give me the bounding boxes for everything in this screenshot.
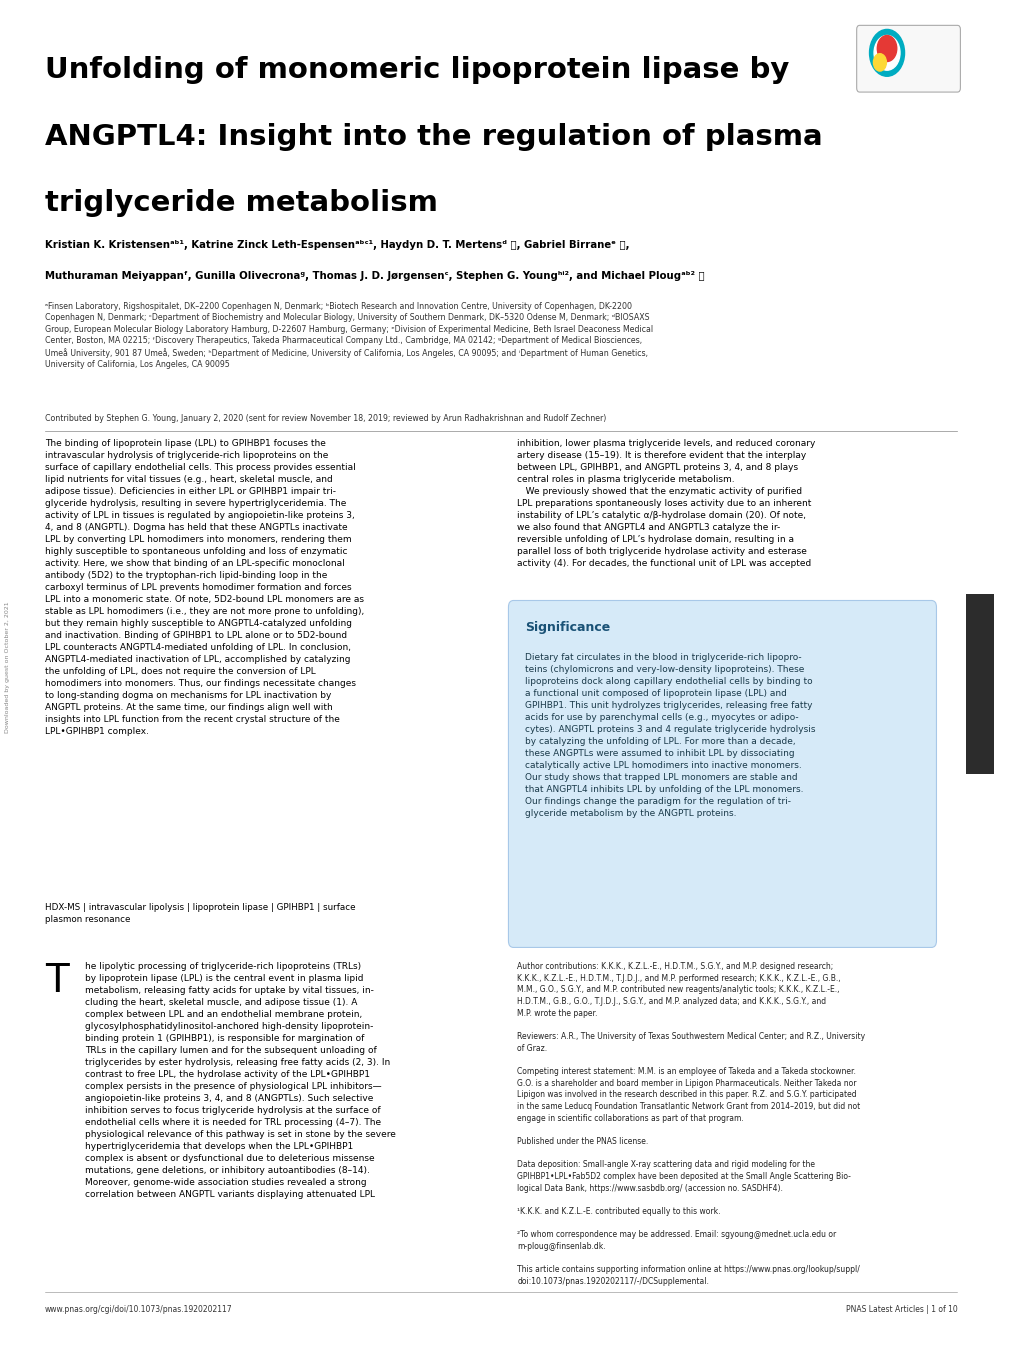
Text: The binding of lipoprotein lipase (LPL) to GPIHBP1 focuses the
intravascular hyd: The binding of lipoprotein lipase (LPL) … bbox=[45, 440, 364, 736]
Text: he lipolytic processing of triglyceride-rich lipoproteins (TRLs)
by lipoprotein : he lipolytic processing of triglyceride-… bbox=[85, 962, 395, 1200]
Text: Unfolding of monomeric lipoprotein lipase by: Unfolding of monomeric lipoprotein lipas… bbox=[45, 56, 789, 85]
Text: Dietary fat circulates in the blood in triglyceride-rich lipopro-
teins (chylomi: Dietary fat circulates in the blood in t… bbox=[525, 652, 815, 818]
Text: Downloaded by guest on October 2, 2021: Downloaded by guest on October 2, 2021 bbox=[5, 602, 10, 733]
Text: ANGPTL4: Insight into the regulation of plasma: ANGPTL4: Insight into the regulation of … bbox=[45, 123, 821, 150]
Circle shape bbox=[876, 35, 896, 61]
FancyBboxPatch shape bbox=[507, 601, 935, 947]
Text: T: T bbox=[45, 962, 68, 1001]
Text: Contributed by Stephen G. Young, January 2, 2020 (sent for review November 18, 2: Contributed by Stephen G. Young, January… bbox=[45, 414, 605, 423]
Text: www.pnas.org/cgi/doi/10.1073/pnas.1920202117: www.pnas.org/cgi/doi/10.1073/pnas.192020… bbox=[45, 1305, 232, 1314]
Circle shape bbox=[868, 30, 904, 76]
Circle shape bbox=[872, 53, 886, 71]
Text: Significance: Significance bbox=[525, 621, 610, 633]
Text: inhibition, lower plasma triglyceride levels, and reduced coronary
artery diseas: inhibition, lower plasma triglyceride le… bbox=[517, 440, 815, 568]
FancyBboxPatch shape bbox=[856, 26, 960, 91]
Text: Author contributions: K.K.K., K.Z.L.-E., H.D.T.M., S.G.Y., and M.P. designed res: Author contributions: K.K.K., K.Z.L.-E.,… bbox=[517, 962, 865, 1286]
Text: Muthuraman Meiyappanᶠ, Gunilla Olivecronaᵍ, Thomas J. D. Jørgensenᶜ, Stephen G. : Muthuraman Meiyappanᶠ, Gunilla Olivecron… bbox=[45, 270, 704, 281]
Text: PNAS Latest Articles | 1 of 10: PNAS Latest Articles | 1 of 10 bbox=[845, 1305, 957, 1314]
Text: Kristian K. Kristensenᵃᵇ¹, Katrine Zinck Leth-Espensenᵃᵇᶜ¹, Haydyn D. T. Mertens: Kristian K. Kristensenᵃᵇ¹, Katrine Zinck… bbox=[45, 240, 629, 250]
Text: triglyceride metabolism: triglyceride metabolism bbox=[45, 190, 437, 217]
Bar bbox=[965, 594, 994, 774]
Text: HDX-MS | intravascular lipolysis | lipoprotein lipase | GPIHBP1 | surface
plasmo: HDX-MS | intravascular lipolysis | lipop… bbox=[45, 904, 355, 924]
Text: Check for
updates: Check for updates bbox=[910, 41, 937, 52]
Circle shape bbox=[873, 35, 899, 70]
Text: MEDICAL SCIENCES: MEDICAL SCIENCES bbox=[976, 646, 982, 722]
Text: ᵃFinsen Laboratory, Rigshospitalet, DK–2200 Copenhagen N, Denmark; ᵇBiotech Rese: ᵃFinsen Laboratory, Rigshospitalet, DK–2… bbox=[45, 302, 652, 370]
